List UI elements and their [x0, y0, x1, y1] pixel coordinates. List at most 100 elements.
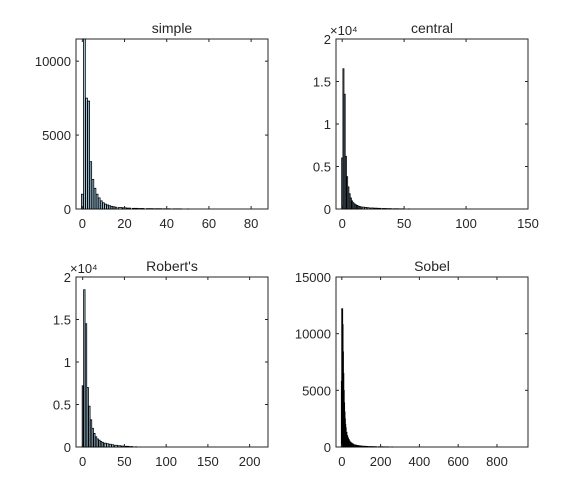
bar: [108, 443, 112, 448]
y-tick-label: 0: [324, 440, 331, 455]
x-tick-label: 80: [244, 216, 258, 231]
axes-box: [75, 38, 269, 210]
y-tick-label: 0.5: [53, 398, 71, 413]
bar: [120, 445, 125, 448]
y-tick-label: 15000: [295, 270, 331, 285]
y-tick-label: 2: [64, 270, 71, 285]
bar: [91, 427, 94, 448]
bar: [366, 207, 370, 210]
x-tick-label: 400: [409, 454, 431, 469]
ticks: 0 50 100 150 0 0.5 1 1.5 2: [313, 32, 539, 231]
y-tick-label: 1.5: [313, 75, 331, 90]
bar: [87, 100, 90, 210]
bar: [95, 193, 99, 210]
bar: [98, 439, 101, 448]
bar: [359, 445, 363, 448]
bar: [96, 438, 99, 448]
y-tick-label: 1: [324, 117, 331, 132]
y-tick-label: 2: [324, 32, 331, 47]
bar: [381, 208, 387, 210]
x-tick-label: 20: [117, 216, 131, 231]
y-tick-label: 1.5: [53, 313, 71, 328]
x-tick-label: 150: [517, 216, 539, 231]
chart-title: simple: [152, 20, 193, 36]
x-tick-label: 200: [370, 454, 392, 469]
chart-title: Robert's: [146, 258, 198, 274]
bar: [138, 208, 145, 210]
y-exponent-label: ×10⁴: [330, 23, 358, 38]
x-tick-label: 100: [455, 216, 477, 231]
x-tick-label: 0: [339, 216, 346, 231]
bar: [102, 202, 105, 210]
bar: [126, 207, 131, 210]
x-tick-label: 600: [447, 454, 469, 469]
bar: [343, 93, 346, 210]
bar: [94, 436, 98, 448]
y-tick-label: 0: [64, 440, 71, 455]
bar: [83, 289, 86, 448]
bar: [124, 445, 130, 448]
x-tick-label: 0: [338, 454, 345, 469]
y-tick-label: 5000: [42, 128, 71, 143]
bar: [88, 405, 91, 448]
x-tick-label: 60: [202, 216, 216, 231]
x-tick-label: 0: [79, 454, 86, 469]
bar: [114, 444, 118, 448]
bar: [114, 206, 118, 210]
bar: [91, 179, 95, 210]
x-tick-label: 800: [486, 454, 508, 469]
x-tick-label: 50: [397, 216, 411, 231]
bar: [359, 206, 362, 210]
bar: [365, 445, 369, 448]
panel-roberts: 0 50 100 150 200 0 0.5 1 1.5 2 Robert's ×10⁴: [53, 258, 269, 469]
bar: [111, 444, 115, 448]
bar: [106, 443, 110, 448]
x-tick-label: 50: [117, 454, 131, 469]
chart-title: Sobel: [414, 258, 450, 274]
bar: [85, 97, 88, 210]
bar: [103, 442, 107, 448]
bar: [81, 385, 84, 448]
y-tick-label: 0.5: [313, 160, 331, 175]
bar: [369, 207, 374, 210]
bar: [104, 203, 107, 210]
bar: [364, 207, 368, 210]
bar: [106, 204, 109, 210]
ticks: 0 20 40 60 80 0 5000 10000: [35, 39, 268, 231]
y-tick-label: 5000: [302, 383, 331, 398]
ticks: 0 50 100 150 200 0 0.5 1 1.5 2: [53, 270, 268, 469]
panel-central: 0 50 100 150 0 0.5 1 1.5 2 central ×10⁴: [313, 20, 539, 231]
y-tick-label: 0: [64, 202, 71, 217]
x-tick-label: 0: [79, 216, 86, 231]
bar: [101, 441, 104, 448]
y-tick-label: 1: [64, 355, 71, 370]
ticks: 0 200 400 600 800 0 5000 10000 15000: [295, 270, 528, 469]
bar: [118, 207, 123, 210]
y-tick-label: 10000: [35, 54, 71, 69]
bar: [352, 443, 355, 448]
chart-title: central: [411, 20, 453, 36]
bar: [100, 200, 103, 210]
bar: [99, 441, 103, 448]
bar: [89, 161, 93, 210]
bars: [340, 308, 394, 448]
y-tick-label: 0: [324, 202, 331, 217]
bar: [86, 387, 89, 448]
bar: [83, 38, 86, 210]
axes-box: [335, 38, 529, 210]
y-exponent-label: ×10⁴: [70, 261, 98, 276]
bars: [81, 38, 190, 210]
bar: [97, 197, 101, 210]
bar: [131, 207, 139, 210]
bar: [84, 323, 88, 448]
panel-simple: 0 20 40 60 80 0 5000 10000 simple: [35, 20, 269, 231]
x-tick-label: 100: [155, 454, 177, 469]
y-tick-label: 10000: [295, 327, 331, 342]
bars: [81, 289, 138, 448]
bar: [112, 206, 116, 210]
bar: [377, 207, 382, 210]
panel-sobel: 0 200 400 600 800 0 5000 10000 15000 Sobel: [295, 258, 529, 469]
axes-box: [75, 276, 269, 448]
bar: [93, 187, 97, 210]
